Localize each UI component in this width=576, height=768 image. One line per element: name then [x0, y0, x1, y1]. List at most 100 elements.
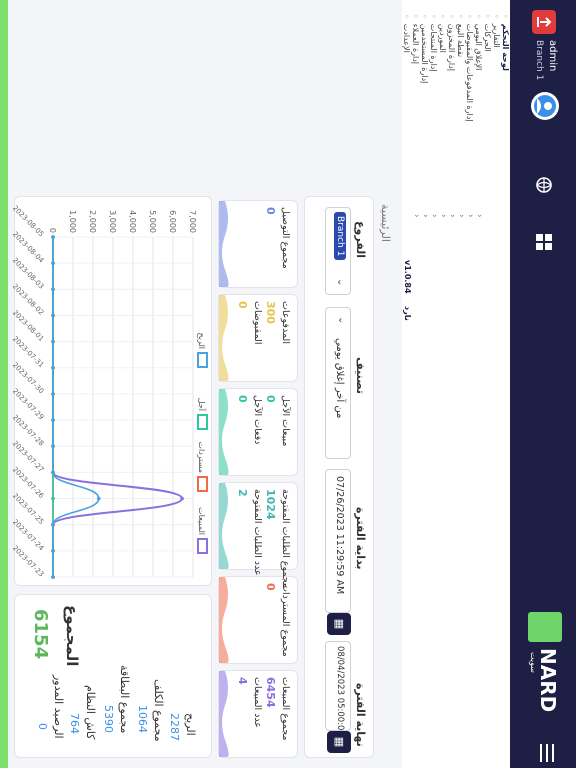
stat-sparkline [219, 671, 229, 757]
chevron-icon: › [447, 214, 457, 218]
stat-title: مجموع التوصيل [280, 207, 291, 269]
summary-debt-label: الرصيد المدور [52, 675, 65, 739]
user-avatar-icon [534, 95, 556, 117]
filters-panel: الفروع Branch 1 ⌄ تصنيف من آخر إغلاق يوم… [304, 196, 374, 758]
payments-icon: ◦ [465, 14, 474, 19]
data-point [51, 522, 55, 527]
language-button[interactable] [535, 176, 553, 194]
summary-total-heading: المجموع [63, 605, 81, 667]
legend-label: آجل [197, 398, 207, 412]
legend-swatch [197, 414, 208, 430]
stat-sparkline [219, 577, 229, 663]
sparkline-area [219, 389, 229, 475]
y-tick-label: 5,000 [148, 210, 157, 233]
sidebar-item-label: الإغلاق اليومي [474, 23, 483, 71]
sidebar-item-pos[interactable]: ◦ نقطة البيع › [456, 14, 466, 254]
user-name: admin [547, 40, 558, 72]
products-icon: ◦ [429, 14, 438, 19]
legend-label: الربح [197, 333, 206, 349]
end-date-value: 08/04/2023 05:00:05 PM [335, 646, 345, 731]
sidebar-item-clock[interactable]: ◦ الإغلاق اليومي › [474, 14, 484, 254]
branch-chip[interactable]: Branch 1 [334, 212, 346, 261]
sidebar-item-label: التقارير [492, 23, 501, 48]
branch-select[interactable]: Branch 1 ⌄ [325, 207, 351, 295]
version-brand: نارد [403, 306, 412, 321]
sidebar-item-users[interactable]: ◦ إدارة المستخدمين › [420, 14, 430, 254]
users-icon: ◦ [420, 14, 429, 19]
home-icon: ◦ [501, 14, 510, 19]
summary-cost: 1064 [136, 705, 149, 733]
calendar-icon: ▦ [333, 736, 346, 748]
stat-title-2: المقبوضات [252, 301, 263, 345]
sidebar-item-suppliers[interactable]: ◦ الموردين › [438, 14, 448, 254]
summary-profit: 2287 [168, 713, 181, 741]
clock-icon: ◦ [474, 14, 483, 19]
apps-button[interactable] [535, 233, 553, 251]
data-point [51, 418, 55, 422]
bottom-accent-bar [0, 0, 8, 768]
dollar-icon: ◦ [483, 14, 492, 19]
summary-cash-label: كاش النظام [84, 685, 97, 740]
data-point [51, 365, 55, 370]
legend-swatch [197, 476, 208, 492]
stat-value-2: 2 [236, 489, 249, 497]
summary-card-label: مجموع البطاقة [118, 665, 131, 734]
summary-cash: 764 [68, 713, 81, 734]
stat-value: 300 [264, 301, 277, 324]
sparkline-area [219, 483, 229, 569]
sparkline-area [219, 295, 229, 381]
export-button[interactable] [532, 10, 556, 34]
end-calendar-button[interactable]: ▦ [327, 731, 351, 753]
report-icon: ◦ [492, 14, 501, 19]
stat-title-2: دفعات الآجل [252, 395, 263, 445]
stat-value: 6454 [264, 677, 277, 708]
avatar[interactable] [531, 92, 559, 120]
sidebar-item-label: الإعدادت [402, 23, 411, 53]
classification-select[interactable]: من آخر إغلاق يومي ⌄ [325, 307, 351, 459]
data-point [51, 496, 55, 501]
menu-toggle-button[interactable] [536, 742, 558, 764]
end-label: نهاية الفترة [354, 683, 367, 747]
sidebar-item-label: نقطة البيع [456, 23, 465, 58]
sidebar-item-settings[interactable]: ◦ الإعدادت [402, 14, 411, 254]
data-point [51, 261, 55, 265]
breadcrumb[interactable]: الرئيسية [379, 204, 392, 242]
grid-icon [536, 234, 552, 250]
data-point [51, 339, 55, 344]
sidebar-item-customers[interactable]: ◦ إدارة العملاء › [411, 14, 421, 254]
start-calendar-button[interactable]: ▦ [327, 613, 351, 635]
sidebar-item-label: الحركات [483, 23, 492, 52]
stat-value-2: 4 [236, 677, 249, 685]
brand-name: NARD [536, 648, 560, 713]
end-date-field[interactable]: 08/04/2023 05:00:05 PM [325, 641, 351, 731]
sidebar-item-dollar[interactable]: ◦ الحركات [483, 14, 492, 254]
sidebar-item-products[interactable]: ◦ إدارة المنتجات › [429, 14, 439, 254]
data-point [96, 496, 101, 501]
sidebar: ◦ لوحة التحكم ◦ التقارير ◦ الحركات ◦ الإغلاق ال… [401, 0, 510, 768]
classification-label: تصنيف [354, 357, 367, 395]
sidebar-item-payments[interactable]: ◦ إدارة المدفوعات والمقبوضات › [465, 14, 475, 254]
top-bar: admin Branch 1 NARD سويت [510, 0, 576, 768]
settings-icon: ◦ [402, 14, 411, 19]
inventory-icon: ◦ [447, 14, 456, 19]
y-tick-label: 0 [48, 228, 57, 233]
sidebar-item-inventory[interactable]: ◦ إدارة المخزون › [447, 14, 457, 254]
stat-sparkline [219, 295, 229, 381]
data-point [51, 575, 55, 579]
start-date-field[interactable]: 07/26/2023 11:29:59 AM [325, 469, 351, 613]
data-point [51, 392, 55, 396]
main-content: الرئيسية الفروع Branch 1 ⌄ تصنيف من آخر … [0, 0, 402, 768]
pos-icon: ◦ [456, 14, 465, 19]
y-tick-label: 7,000 [188, 210, 197, 233]
sidebar-item-home[interactable]: ◦ لوحة التحكم [501, 14, 510, 254]
stat-title: مجموع المبيعات [280, 677, 291, 741]
sidebar-item-label: إدارة المدفوعات والمقبوضات [465, 23, 474, 122]
sidebar-item-label: لوحة التحكم [501, 23, 510, 71]
calendar-icon: ▦ [333, 618, 346, 630]
sidebar-item-report[interactable]: ◦ التقارير [492, 14, 501, 254]
stat-card: مبيعات الآجل 0 دفعات الآجل 0 [218, 388, 298, 476]
stat-value-2: 0 [236, 395, 249, 403]
globe-icon [535, 177, 552, 193]
stat-title-2: عدد الطلبات المفتوحة [252, 489, 263, 576]
